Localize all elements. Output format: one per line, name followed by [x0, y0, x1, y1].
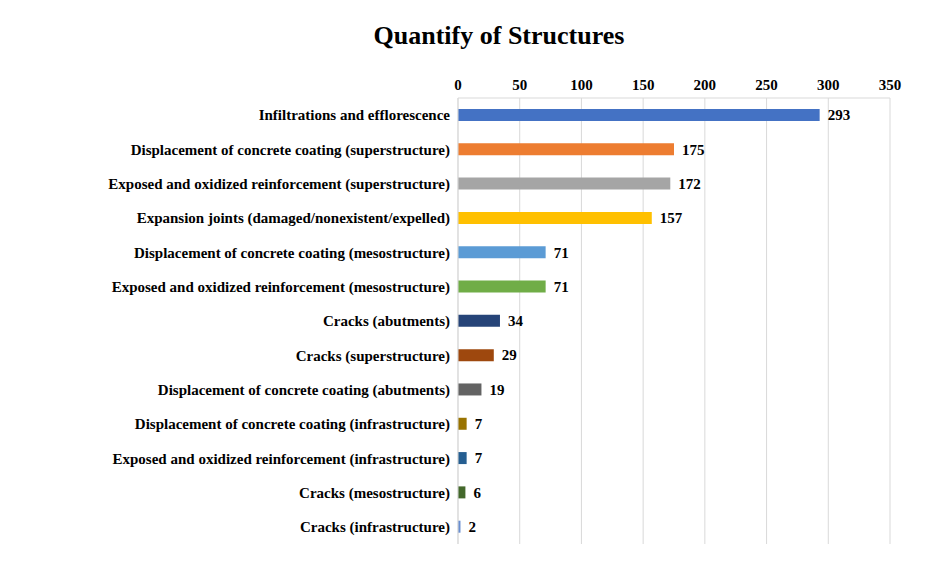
svg-text:Cracks (infrastructure): Cracks (infrastructure)	[300, 519, 450, 536]
svg-text:34: 34	[508, 313, 523, 329]
svg-text:300: 300	[817, 77, 840, 93]
svg-text:Exposed and oxidized reinforce: Exposed and oxidized reinforcement (meso…	[112, 279, 450, 296]
svg-text:71: 71	[554, 245, 569, 261]
svg-text:Displacement of concrete coati: Displacement of concrete coating (mesost…	[134, 245, 450, 262]
svg-text:71: 71	[554, 279, 569, 295]
svg-text:175: 175	[682, 142, 705, 158]
svg-text:150: 150	[632, 77, 655, 93]
svg-text:Cracks (abutments): Cracks (abutments)	[323, 313, 450, 330]
svg-text:Displacement of concrete coati: Displacement of concrete coating (supers…	[131, 142, 450, 159]
svg-text:157: 157	[660, 210, 683, 226]
svg-text:7: 7	[475, 450, 483, 466]
svg-text:Exposed and oxidized reinforce: Exposed and oxidized reinforcement (infr…	[113, 451, 450, 468]
svg-text:293: 293	[828, 107, 851, 123]
svg-text:100: 100	[570, 77, 593, 93]
svg-text:Cracks (superstructure): Cracks (superstructure)	[296, 348, 450, 365]
svg-text:Cracks (mesostructure): Cracks (mesostructure)	[299, 485, 450, 502]
svg-text:Infiltrations and efflorescenc: Infiltrations and efflorescence	[259, 107, 451, 123]
svg-text:7: 7	[475, 416, 483, 432]
svg-text:172: 172	[678, 176, 701, 192]
svg-text:Displacement of concrete coati: Displacement of concrete coating (infras…	[135, 416, 450, 433]
svg-text:Displacement of concrete coati: Displacement of concrete coating (abutme…	[158, 382, 450, 399]
svg-text:Exposed and oxidized reinforce: Exposed and oxidized reinforcement (supe…	[108, 176, 450, 193]
svg-text:200: 200	[694, 77, 717, 93]
svg-text:2: 2	[468, 519, 476, 535]
html-text:Quantify of Structures: Quantify of Structures	[373, 20, 625, 50]
svg-text:0: 0	[454, 77, 462, 93]
svg-text:350: 350	[879, 77, 902, 93]
svg-text:29: 29	[502, 347, 517, 363]
svg-text:250: 250	[755, 77, 778, 93]
svg-text:19: 19	[489, 382, 504, 398]
svg-text:Expansion joints (damaged/none: Expansion joints (damaged/nonexistent/ex…	[137, 210, 450, 227]
svg-text:50: 50	[512, 77, 527, 93]
svg-text:6: 6	[473, 485, 481, 501]
